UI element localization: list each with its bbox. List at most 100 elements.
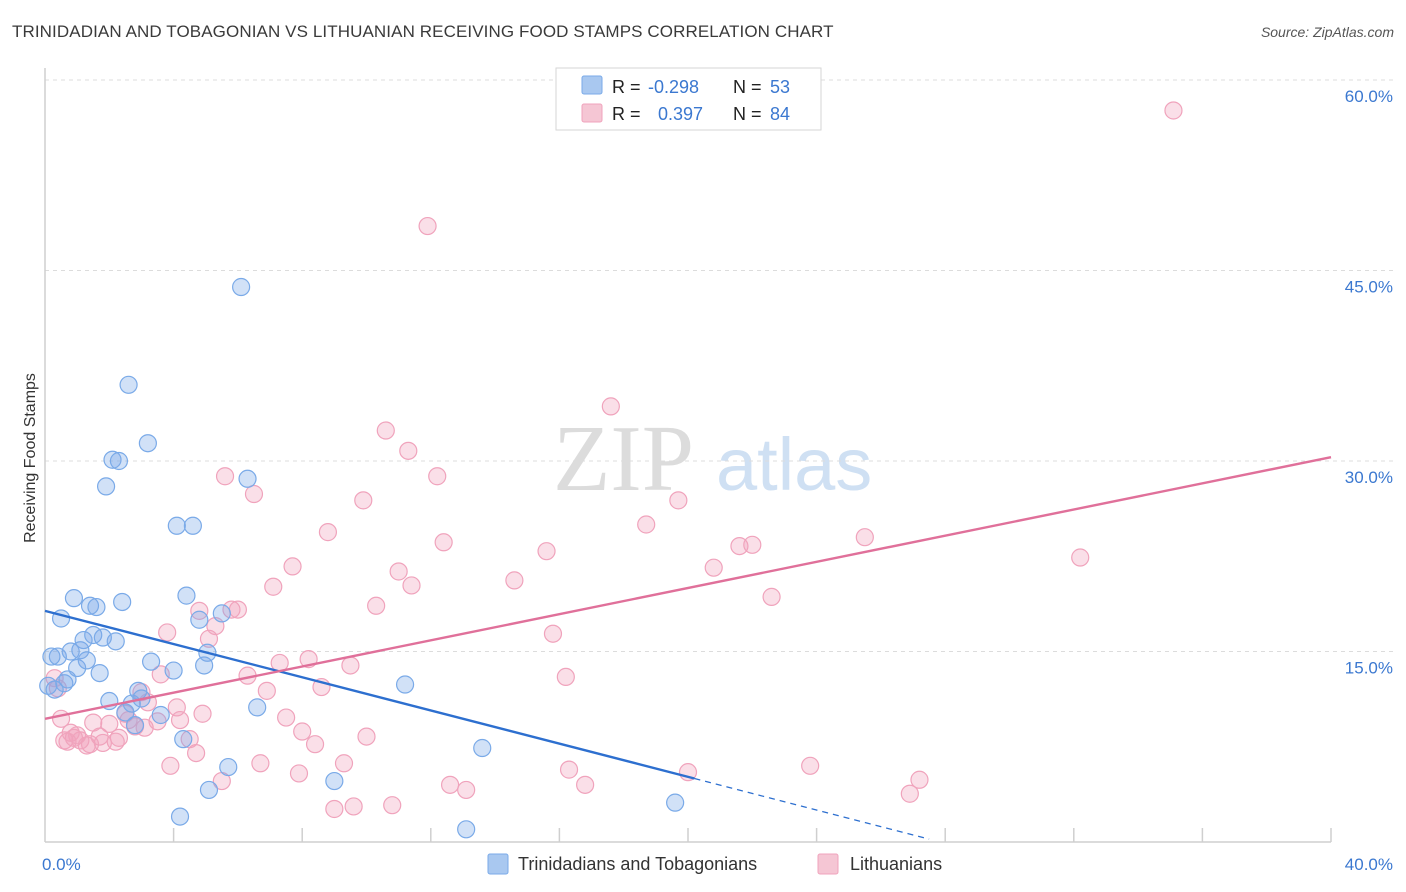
trinidadian-point: [80, 596, 100, 615]
lithuanian-trend-line: [44, 456, 1332, 720]
lithuanian-point: [801, 756, 820, 775]
legend-n-label-1: N =: [733, 77, 762, 97]
lithuanian-point: [158, 623, 177, 642]
lithuanian-point: [334, 754, 354, 773]
y-tick-labels: 15.0% 30.0% 45.0% 60.0%: [1345, 87, 1393, 678]
lithuanian-point: [637, 515, 656, 534]
legend-r-label-2: R =: [612, 104, 641, 124]
lithuanian-point: [100, 714, 119, 733]
lithuanian-point: [244, 484, 264, 504]
trinidadian-point: [90, 663, 109, 683]
trinidadian-point: [164, 661, 183, 680]
trend-lines: [44, 456, 1332, 840]
trinidadian-point: [68, 658, 87, 678]
lithuanian-point: [264, 577, 283, 596]
lithuanian-point: [402, 576, 421, 595]
bottom-legend-label-trinidadian: Trinidadians and Tobagonians: [518, 854, 757, 874]
y-tick-label: 30.0%: [1345, 468, 1393, 487]
trinidadian-point: [219, 757, 238, 777]
lithuanian-point: [228, 600, 247, 619]
lithuanian-point: [161, 756, 180, 775]
lithuanian-point: [80, 735, 100, 754]
lithuanian-point: [257, 681, 276, 700]
legend-n-label-2: N =: [733, 104, 762, 124]
series-legend: Trinidadians and Tobagonians Lithuanians: [487, 853, 942, 875]
bottom-legend-swatch-trinidadian: [487, 853, 509, 875]
lithuanian-point: [434, 533, 453, 552]
trinidadian-point: [106, 632, 125, 651]
trinidadian-point: [42, 647, 61, 666]
lithuanian-point: [762, 587, 781, 606]
trinidadian-point: [325, 771, 344, 791]
lithuanian-point: [318, 523, 338, 542]
lithuanian-point: [910, 770, 929, 789]
chart-title: TRINIDADIAN AND TOBAGONIAN VS LITHUANIAN…: [12, 22, 834, 41]
legend-swatch-trinidadian: [581, 75, 603, 95]
lithuanian-point: [187, 743, 206, 763]
trinidadian-point: [170, 807, 190, 826]
lithuanian-point: [367, 596, 386, 615]
legend-n-value-2: 84: [770, 104, 790, 124]
x-tick-label-min: 0.0%: [42, 855, 81, 874]
trinidadian-point: [177, 586, 196, 605]
trinidadian-point: [116, 703, 135, 722]
y-axis-label: Receiving Food Stamps: [22, 373, 39, 543]
trinidadian-point: [141, 652, 161, 671]
lithuanian-point: [1164, 101, 1183, 120]
lithuanian-point: [109, 728, 129, 747]
trinidadian-point: [167, 516, 186, 535]
lithuanian-point: [505, 571, 524, 590]
bottom-legend-swatch-lithuanian: [817, 853, 839, 875]
lithuanian-point: [277, 708, 296, 727]
trinidadian-point: [151, 705, 170, 725]
trinidadian-point: [103, 450, 122, 469]
trinidadian-point: [666, 793, 685, 812]
lithuanian-point: [556, 667, 575, 687]
trinidadian-point: [138, 434, 157, 453]
lithuanian-point: [428, 467, 447, 486]
lithuanian-point: [325, 799, 344, 819]
trinidadian-point: [183, 516, 202, 535]
legend-swatch-lithuanian: [581, 103, 603, 123]
trinidadian-point: [199, 780, 219, 800]
y-tick-label: 45.0%: [1345, 278, 1393, 297]
trinidadian-trend-extension: [694, 777, 930, 840]
lithuanian-point: [399, 441, 418, 460]
trinidadian-point: [64, 589, 84, 608]
trinidadian-point: [473, 738, 492, 758]
lithuanian-point: [669, 491, 688, 510]
lithuanian-point: [344, 797, 363, 816]
lithuanian-point: [457, 780, 476, 800]
trinidadian-point: [238, 469, 257, 488]
lithuanian-point: [559, 760, 579, 779]
trinidadian-point: [77, 651, 96, 670]
legend-n-value-1: 53: [770, 77, 790, 97]
lithuanian-point: [537, 542, 556, 561]
lithuanian-point: [383, 796, 402, 815]
lithuanian-point: [341, 656, 360, 675]
trinidadian-point: [109, 451, 129, 471]
y-tick-label: 60.0%: [1345, 87, 1393, 106]
trinidadian-point: [190, 610, 209, 629]
lithuanian-point: [222, 600, 241, 619]
trinidadian-point: [457, 820, 476, 839]
trinidadian-point: [96, 477, 116, 496]
trinidadian-trend-line: [44, 609, 695, 780]
trinidadian-point: [174, 730, 193, 749]
lithuanian-point: [170, 710, 190, 730]
watermark-atlas: atlas: [716, 423, 872, 506]
lithuanian-point: [601, 397, 620, 416]
scatter-points: [39, 101, 1183, 839]
trinidadian-point: [74, 630, 93, 650]
lithuanian-point: [418, 216, 437, 236]
lithuanian-point: [354, 491, 373, 510]
trinidadian-point: [71, 641, 90, 660]
watermark-zip: ZIP: [553, 407, 694, 511]
trinidadian-point: [248, 698, 267, 717]
lithuanian-point: [576, 775, 595, 794]
trinidadian-point: [87, 597, 106, 617]
legend-r-value-1: -0.298: [648, 77, 699, 97]
lithuanian-point: [283, 557, 302, 576]
lithuanian-point: [543, 624, 563, 643]
